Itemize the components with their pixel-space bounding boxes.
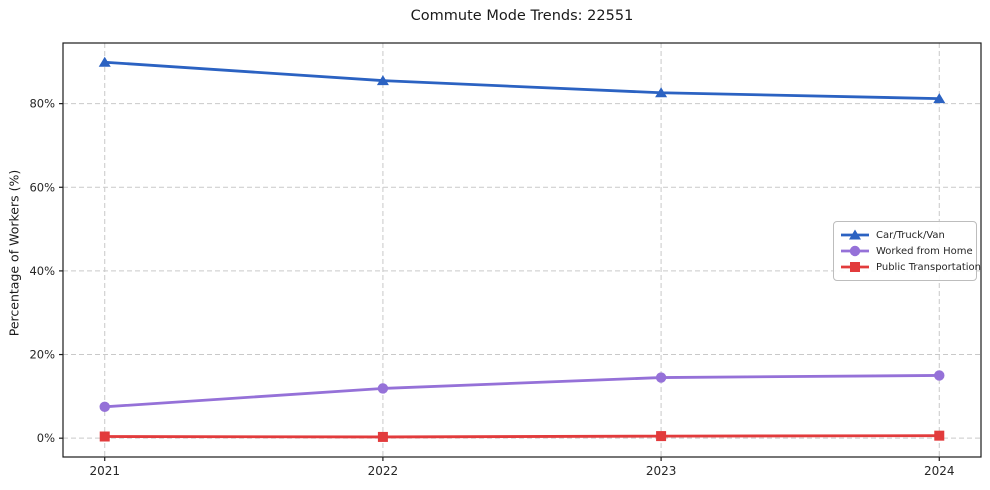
x-tick-label: 2021: [89, 464, 120, 478]
legend-label: Public Transportation: [876, 261, 981, 273]
axes-spines: [62, 42, 982, 458]
x-tick-label: 2022: [368, 464, 399, 478]
legend-item-worked-from-home: Worked from Home: [840, 243, 973, 259]
axis-ticks: 0% 20% 40% 60% 80% 2021 2022 2023 2024: [29, 97, 954, 478]
legend-sample: [841, 262, 869, 272]
series-worked-from-home: [99, 370, 945, 413]
data-point-circle: [849, 245, 861, 257]
data-point-square: [934, 430, 945, 441]
y-tick-label: 0%: [37, 431, 55, 445]
data-point-circle: [99, 401, 110, 413]
legend-label: Car/Truck/Van: [876, 229, 945, 241]
data-point-triangle: [655, 87, 668, 98]
series-line: [103, 434, 941, 439]
chart-title: Commute Mode Trends: 22551: [410, 8, 634, 24]
y-tick-label: 40%: [29, 264, 55, 278]
data-point-square: [377, 431, 388, 442]
legend-sample: [841, 229, 869, 240]
data-point-square: [656, 431, 667, 442]
legend-item-public-transportation: Public Transportation: [840, 259, 981, 275]
legend-sample: [841, 245, 869, 257]
series-line: [103, 60, 941, 101]
legend-item-car-truck-van: Car/Truck/Van: [840, 227, 969, 243]
series-car-truck-van: [98, 56, 946, 104]
series-line: [103, 374, 941, 409]
data-point-square: [99, 431, 110, 442]
y-tick-label: 60%: [29, 180, 55, 194]
y-tick-label: 20%: [29, 348, 55, 362]
data-point-triangle: [849, 229, 861, 240]
legend-label: Worked from Home: [876, 245, 973, 257]
data-point-circle: [377, 383, 389, 394]
gridlines: [63, 43, 981, 457]
data-point-triangle: [376, 75, 389, 86]
legend: Car/Truck/Van Worked from Home Public Tran…: [833, 221, 981, 281]
series-public-transportation: [99, 430, 945, 442]
data-point-triangle: [933, 93, 946, 104]
x-tick-label: 2023: [646, 464, 677, 478]
data-point-circle: [655, 372, 667, 383]
x-tick-label: 2024: [924, 464, 955, 478]
data-point-triangle: [98, 56, 111, 67]
y-tick-label: 80%: [29, 97, 55, 111]
data-point-square: [850, 262, 860, 272]
data-point-circle: [934, 370, 945, 381]
